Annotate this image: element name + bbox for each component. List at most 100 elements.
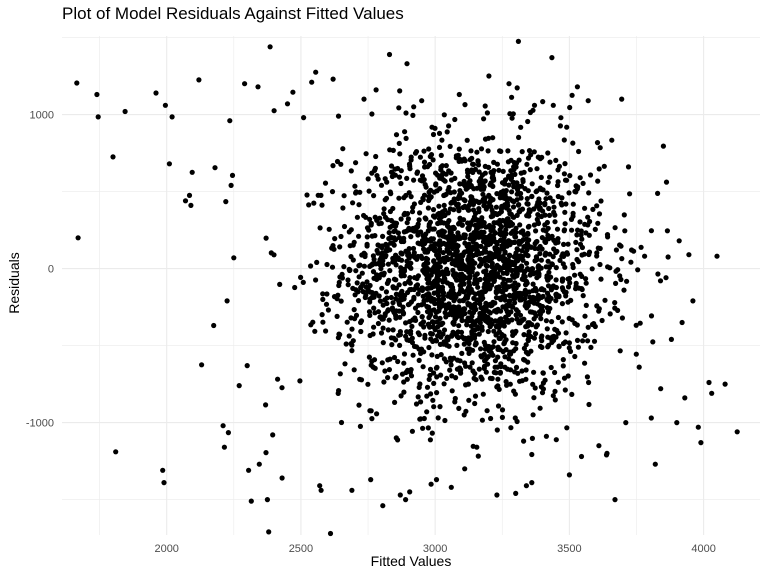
data-point [522,244,528,250]
data-point [480,313,487,319]
data-point [557,123,564,129]
data-point [409,209,416,215]
data-point [509,267,515,274]
data-point [555,179,561,185]
data-point [531,102,538,108]
data-point [357,262,363,268]
data-point [499,414,505,420]
data-point [528,152,534,158]
data-point [403,248,409,254]
data-point [390,240,396,246]
data-point [388,191,394,197]
data-point [513,340,519,347]
data-point [95,114,101,120]
data-point [431,279,437,285]
data-point [320,291,326,297]
data-point [554,226,561,232]
data-point [569,227,575,233]
data-point [478,229,484,235]
data-point [450,309,456,315]
y-axis-title: Residuals [6,252,22,313]
data-point [592,226,598,232]
data-point [544,190,550,196]
data-point [535,246,541,252]
data-point [528,244,535,250]
data-point [522,357,528,363]
data-point [385,375,391,381]
data-point [399,269,405,275]
data-point [545,179,551,185]
data-point [410,112,416,118]
data-point [513,229,519,235]
data-point [605,234,611,240]
data-point [514,197,520,203]
data-point [556,344,562,350]
data-point [523,250,529,256]
data-point [244,363,250,369]
data-point [525,320,531,326]
data-point [533,228,539,234]
data-point [461,289,467,295]
data-point [437,404,443,410]
data-point [407,264,413,270]
data-point [345,282,351,288]
data-point [494,492,500,498]
data-point [472,371,478,377]
data-point [583,230,589,236]
data-point [414,169,421,175]
data-point [338,298,344,304]
data-point [407,489,413,495]
data-point [397,88,403,94]
data-point [513,490,519,496]
y-tick-label: -1000 [26,418,54,430]
data-point [478,177,484,183]
data-point [75,235,81,241]
data-point [353,312,360,318]
data-point [420,425,426,431]
data-point [619,256,625,262]
data-point [555,314,562,321]
data-point [573,183,579,189]
data-point [485,255,491,261]
data-point [404,175,410,181]
data-point [483,206,489,212]
data-points [74,38,740,537]
data-point [676,238,682,244]
data-point [524,196,530,202]
data-point [709,390,715,396]
data-point [552,219,558,225]
x-tick-labels: 2000 2500 3000 3500 4000 [154,543,715,555]
data-point [279,385,285,391]
data-point [539,154,545,160]
data-point [582,205,588,211]
data-point [475,158,481,165]
data-point [559,301,566,307]
data-point [512,171,518,177]
data-point [428,481,434,487]
data-point [546,293,552,299]
data-point [324,261,330,268]
data-point [494,384,500,390]
data-point [386,277,392,283]
data-point [468,315,474,321]
data-point [540,227,546,233]
data-point [372,233,378,239]
data-point [378,266,384,272]
data-point [402,129,408,135]
data-point [358,377,365,383]
data-point [529,451,535,458]
data-point [499,203,505,209]
data-point [469,167,475,173]
data-point [456,146,462,152]
data-point [586,401,592,408]
data-point [479,417,485,423]
data-point [581,251,587,257]
data-point [565,241,571,247]
data-point [470,201,476,207]
data-point [160,467,166,473]
data-point [435,287,442,293]
data-point [404,220,410,226]
data-point [431,380,437,386]
data-point [612,300,618,306]
data-point [364,279,370,285]
